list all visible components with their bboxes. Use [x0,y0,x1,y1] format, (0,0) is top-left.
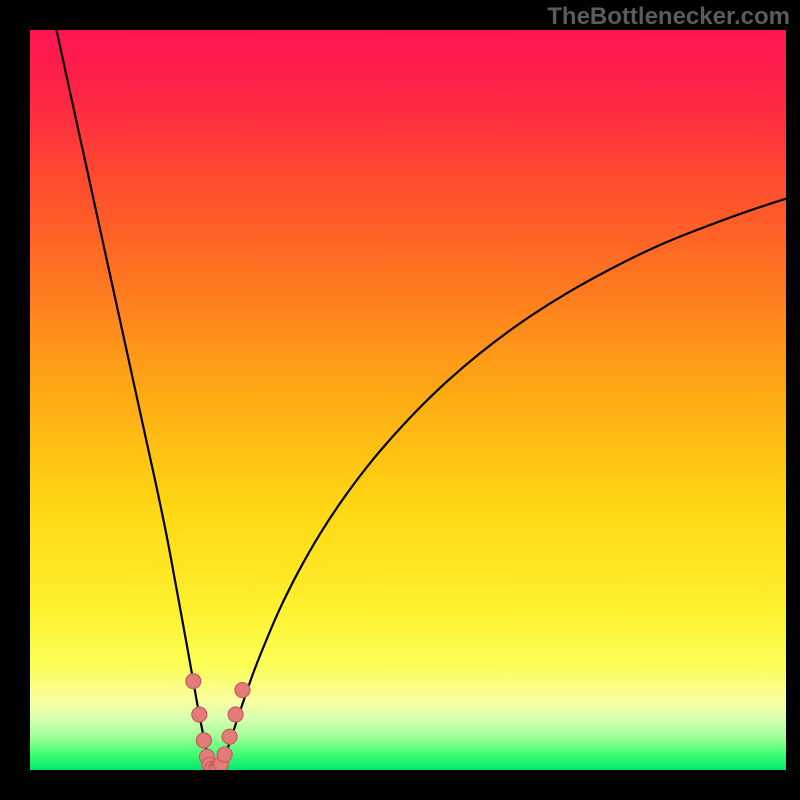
curve-marker [186,674,201,689]
watermark-text: TheBottlenecker.com [547,3,790,31]
gradient-background [30,30,786,770]
curve-marker [235,683,250,698]
curve-marker [222,729,237,744]
curve-marker [192,707,207,722]
curve-marker [196,733,211,748]
chart-frame [0,0,800,800]
gradient-chart [0,0,800,800]
curve-marker [217,747,232,762]
curve-marker [228,707,243,722]
